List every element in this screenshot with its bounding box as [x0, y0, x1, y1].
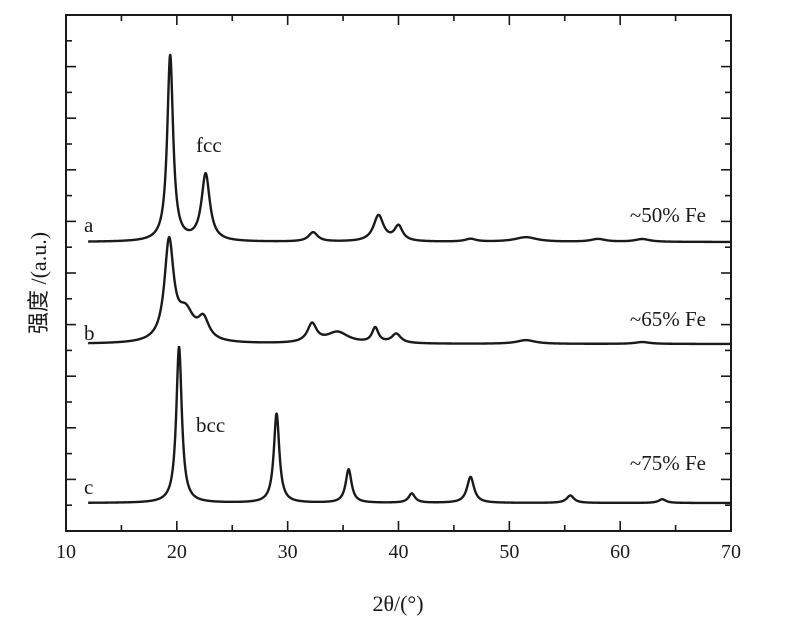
y-axis-ticks — [66, 39, 731, 507]
x-tick-label: 10 — [56, 541, 76, 563]
y-axis-label: 强度 /(a.u.) — [26, 232, 51, 334]
series-c-composition: ~75% Fe — [630, 451, 706, 475]
x-tick-label: 50 — [499, 541, 519, 563]
series-a-trace — [87, 53, 732, 244]
annotation-bcc: bcc — [196, 413, 225, 437]
annotation-fcc: fcc — [196, 133, 222, 157]
x-axis-label: 2θ/(°) — [372, 591, 423, 616]
series-b-trace — [87, 235, 732, 346]
x-tick-label: 20 — [167, 541, 187, 563]
series-a-composition: ~50% Fe — [630, 203, 706, 227]
series-a-letter: a — [84, 213, 94, 237]
series-c-letter: c — [84, 475, 93, 499]
x-axis-tick-labels: 10 20 30 40 50 60 70 — [56, 541, 741, 563]
series-curves — [87, 53, 732, 505]
x-tick-label: 70 — [721, 541, 741, 563]
x-tick-label: 60 — [610, 541, 630, 563]
x-axis-ticks — [65, 15, 732, 531]
series-labels: a ~50% Fe b ~65% Fe c ~75% Fe — [84, 203, 706, 499]
series-b-letter: b — [84, 321, 95, 345]
series-b-composition: ~65% Fe — [630, 307, 706, 331]
series-c-trace — [87, 345, 732, 505]
x-tick-label: 40 — [389, 541, 409, 563]
x-tick-label: 30 — [278, 541, 298, 563]
